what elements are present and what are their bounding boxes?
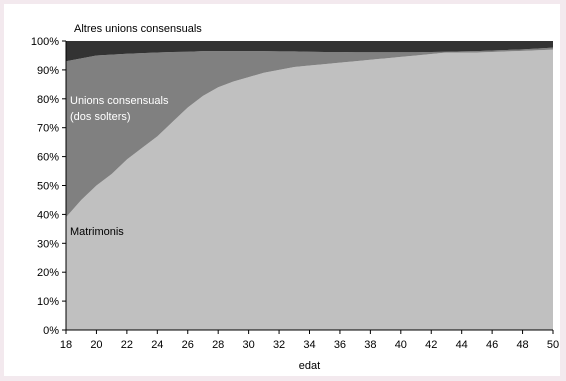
x-axis-ticks: 18 20 22 24 26 28 30 32 34 36 38 40 42 44 46 48 50 <box>60 330 559 351</box>
matrimonis-label: Matrimonis <box>70 226 124 238</box>
x-axis-title: edat <box>299 360 320 372</box>
altres-unions-label: Altres unions consensuals <box>74 23 202 35</box>
x-tick-label: 32 <box>273 339 285 351</box>
x-tick-label: 20 <box>90 339 102 351</box>
chart-frame: 0% 10% 20% 30% 40% 50% 60% 70% 80% 90% 100% 18 20 22… <box>4 4 560 376</box>
y-tick-label: 80% <box>37 94 59 106</box>
x-tick-label: 30 <box>243 339 255 351</box>
y-tick-label: 90% <box>37 65 59 77</box>
x-tick-label: 46 <box>486 339 498 351</box>
x-tick-label: 28 <box>212 339 224 351</box>
y-tick-label: 100% <box>31 36 59 48</box>
y-tick-label: 0% <box>43 325 59 337</box>
x-tick-label: 48 <box>516 339 528 351</box>
y-tick-label: 10% <box>37 296 59 308</box>
x-tick-label: 18 <box>60 339 72 351</box>
x-tick-label: 24 <box>151 339 163 351</box>
series-area-unions-consensuals-dos-solters <box>66 47 553 218</box>
y-tick-label: 60% <box>37 152 59 164</box>
series-area-matrimonis <box>66 49 553 331</box>
x-tick-label: 40 <box>395 339 407 351</box>
unions-consensuals-label: Unions consensuals <box>70 95 169 107</box>
x-tick-label: 42 <box>425 339 437 351</box>
y-tick-label: 20% <box>37 267 59 279</box>
y-tick-label: 50% <box>37 181 59 193</box>
x-tick-label: 36 <box>334 339 346 351</box>
x-tick-label: 22 <box>121 339 133 351</box>
x-tick-label: 26 <box>182 339 194 351</box>
x-tick-label: 44 <box>456 339 468 351</box>
series-area-altres-unions-consensuals <box>66 41 553 62</box>
unions-consensuals-sublabel: (dos solters) <box>70 111 131 123</box>
x-tick-label: 50 <box>547 339 559 351</box>
y-tick-label: 30% <box>37 238 59 250</box>
y-tick-label: 40% <box>37 209 59 221</box>
y-axis-ticks: 0% 10% 20% 30% 40% 50% 60% 70% 80% 90% 100% <box>31 36 66 337</box>
stacked-area-chart: 0% 10% 20% 30% 40% 50% 60% 70% 80% 90% 100% 18 20 22… <box>31 23 559 372</box>
series-areas <box>66 41 553 331</box>
x-tick-label: 34 <box>303 339 315 351</box>
y-tick-label: 70% <box>37 123 59 135</box>
x-tick-label: 38 <box>364 339 376 351</box>
